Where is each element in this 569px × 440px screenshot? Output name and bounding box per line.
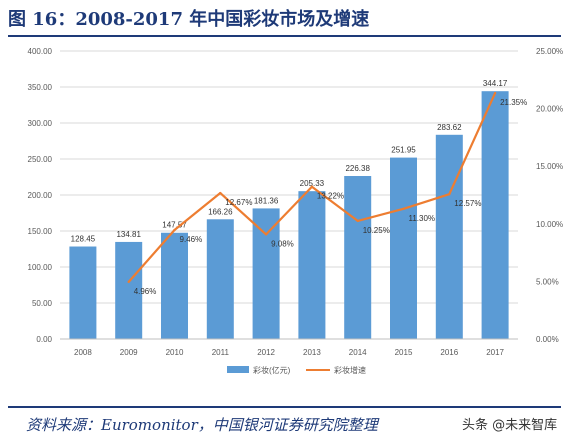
growth-point bbox=[493, 91, 497, 95]
growth-point bbox=[310, 185, 314, 188]
x-tick-label: 2017 bbox=[486, 348, 504, 357]
bar-data-label: 166.26 bbox=[208, 207, 233, 216]
growth-point bbox=[264, 233, 268, 236]
growth-point bbox=[127, 280, 130, 284]
x-tick-label: 2012 bbox=[257, 348, 275, 357]
bar-data-label: 128.45 bbox=[71, 235, 96, 244]
y-right-tick-label: 5.00% bbox=[536, 277, 559, 286]
growth-point bbox=[356, 219, 359, 223]
bar-data-label: 251.95 bbox=[391, 146, 416, 155]
growth-data-label: 12.57% bbox=[454, 199, 481, 208]
bar-data-label: 205.33 bbox=[300, 179, 325, 188]
growth-data-label: 10.25% bbox=[363, 226, 390, 235]
growth-point bbox=[448, 192, 451, 196]
y-left-tick-label: 400.00 bbox=[28, 47, 53, 56]
y-left-tick-label: 250.00 bbox=[28, 155, 53, 164]
y-left-tick-label: 150.00 bbox=[28, 227, 53, 236]
bar bbox=[161, 232, 188, 339]
bar-data-label: 181.36 bbox=[254, 196, 279, 205]
bar-data-label: 226.38 bbox=[345, 164, 370, 173]
legend-swatch-bar bbox=[227, 366, 249, 373]
x-tick-label: 2009 bbox=[120, 348, 138, 357]
y-left-tick-label: 100.00 bbox=[28, 263, 53, 272]
chart-area: 0.00 50.00 100.00 150.00 200.00 250.00 300.00 3… bbox=[28, 47, 564, 375]
y-left-tick-label: 200.00 bbox=[28, 191, 53, 200]
bar-data-label: 134.81 bbox=[116, 230, 141, 239]
bar-data-label: 344.17 bbox=[483, 79, 508, 88]
legend-label-line: 彩妆增速 bbox=[334, 365, 366, 375]
bar bbox=[69, 246, 97, 339]
bar bbox=[298, 191, 326, 339]
chart-title: 图 16：2008-2017 年中国彩妆市场及增速 bbox=[8, 9, 370, 30]
x-tick-label: 2015 bbox=[395, 348, 413, 357]
bar bbox=[252, 208, 280, 339]
growth-data-label: 12.67% bbox=[225, 198, 252, 207]
y-right-tick-label: 0.00% bbox=[536, 335, 559, 344]
y-left-tick-label: 0.00 bbox=[36, 335, 52, 344]
x-tick-label: 2014 bbox=[349, 348, 367, 357]
x-tick-label: 2016 bbox=[440, 348, 458, 357]
growth-data-label: 9.46% bbox=[180, 235, 203, 244]
y-left-tick-label: 50.00 bbox=[32, 299, 53, 308]
x-tick-label: 2010 bbox=[166, 348, 184, 357]
growth-point bbox=[173, 228, 176, 232]
x-tick-label: 2011 bbox=[212, 348, 230, 357]
growth-point bbox=[402, 207, 405, 211]
bar bbox=[206, 219, 234, 339]
y-right-tick-label: 25.00% bbox=[536, 47, 563, 56]
y-left-tick-label: 350.00 bbox=[28, 83, 53, 92]
bar bbox=[390, 157, 417, 339]
bar bbox=[344, 176, 372, 339]
x-tick-label: 2008 bbox=[74, 348, 92, 357]
growth-data-label: 11.30% bbox=[409, 214, 436, 223]
watermark: 头条 @未来智库 bbox=[462, 418, 558, 433]
y-right-tick-label: 10.00% bbox=[536, 220, 563, 229]
bar bbox=[481, 91, 509, 339]
growth-point bbox=[219, 191, 222, 195]
y-right-tick-label: 20.00% bbox=[536, 105, 563, 114]
growth-data-label: 4.96% bbox=[134, 287, 157, 296]
legend-label-bar: 彩妆(亿元) bbox=[253, 365, 291, 375]
bar bbox=[115, 241, 143, 339]
x-tick-label: 2013 bbox=[303, 348, 321, 357]
y-left-tick-label: 300.00 bbox=[28, 119, 53, 128]
y-right-tick-label: 15.00% bbox=[536, 162, 563, 171]
growth-data-label: 9.08% bbox=[271, 239, 294, 248]
bar-data-label: 147.57 bbox=[162, 221, 187, 230]
source-divider bbox=[8, 406, 561, 408]
bar bbox=[435, 134, 463, 339]
source-note: 资料来源：Euromonitor，中国银河证券研究院整理 bbox=[26, 416, 378, 434]
growth-data-label: 13.22% bbox=[317, 192, 344, 201]
growth-data-label: 21.35% bbox=[500, 98, 527, 107]
bar-data-label: 283.62 bbox=[437, 123, 462, 132]
title-divider bbox=[8, 35, 561, 37]
